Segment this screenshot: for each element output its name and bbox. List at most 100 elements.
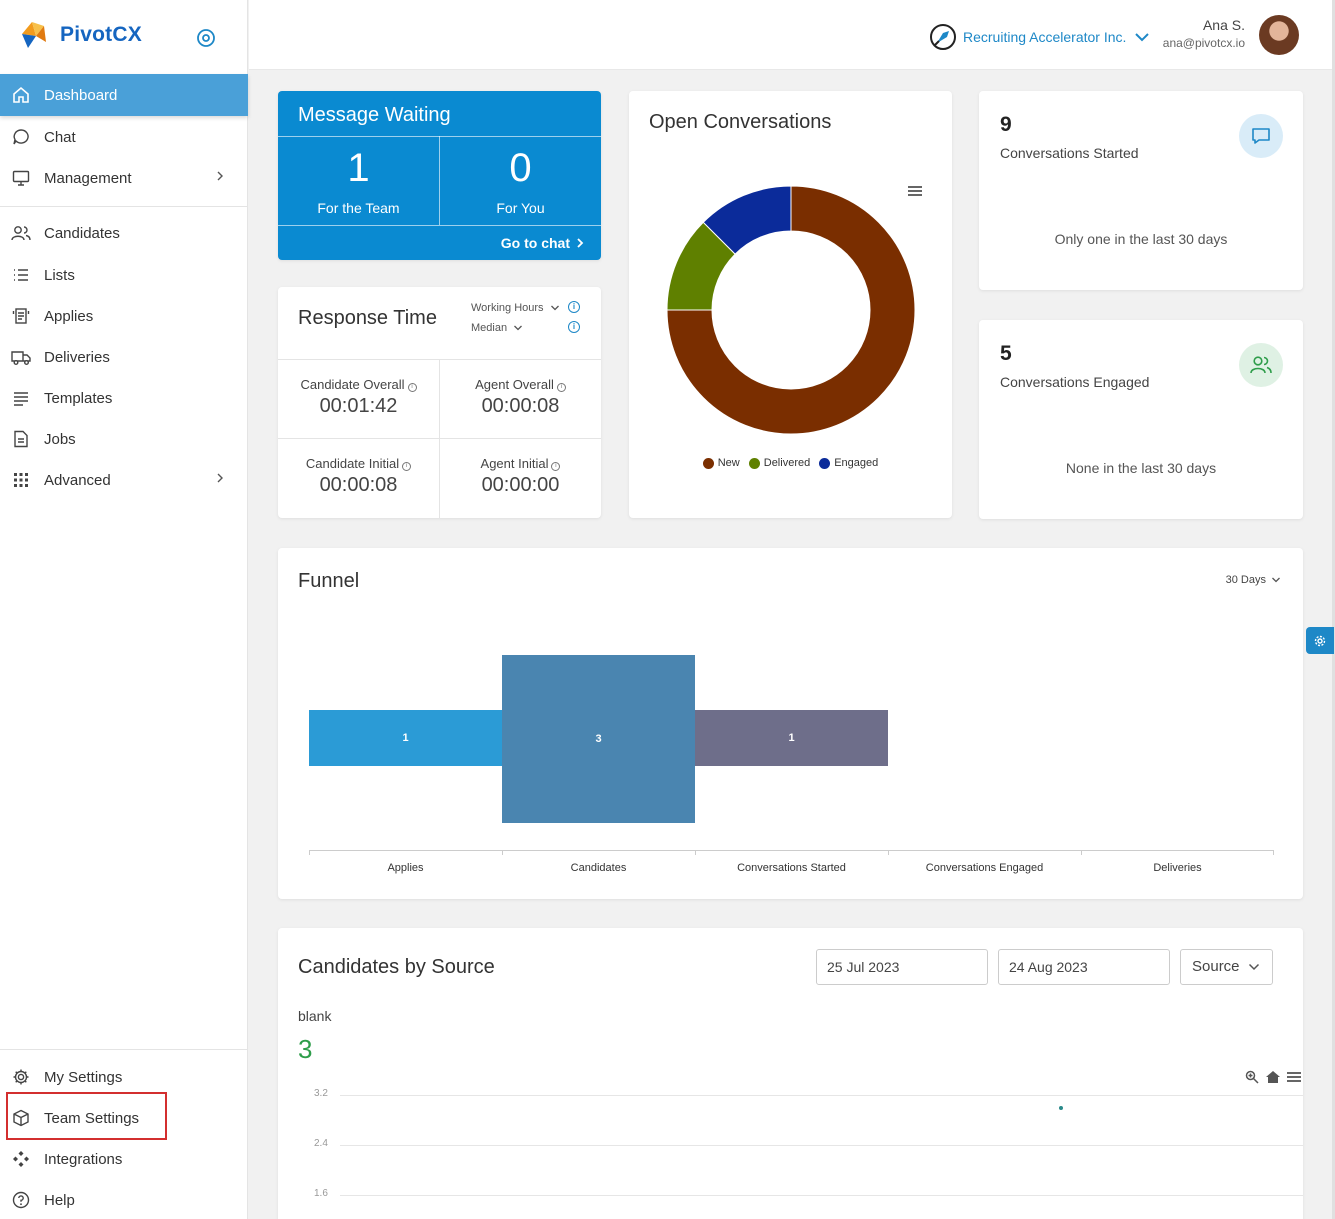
go-to-chat-link[interactable]: Go to chat [501,235,585,251]
sidebar-item-help[interactable]: Help [0,1179,248,1219]
funnel-bar[interactable]: 3 [502,655,695,823]
grid-icon [11,470,31,490]
stat-value: 5 [1000,342,1012,365]
stat-label: Agent Overall [475,377,554,392]
sidebar-item-candidates[interactable]: Candidates [0,212,248,254]
info-icon[interactable]: i [402,462,412,471]
stat-subtext: None in the last 30 days [1065,460,1217,476]
app-name: PivotCX [60,23,142,46]
divider [278,225,601,226]
sidebar-item-label: Dashboard [44,86,118,104]
sidebar-item-advanced[interactable]: Advanced [0,459,248,501]
donut-slice-engaged[interactable] [702,185,792,255]
funnel-bar-value: 1 [788,732,795,744]
date-to-input[interactable] [998,949,1170,985]
x-axis [309,850,1273,851]
scrollbar[interactable] [1332,0,1335,1219]
chat-bubble-icon [1239,114,1283,158]
legend-swatch [702,457,714,469]
working-hours-dropdown[interactable]: Working Hours [471,302,560,314]
chart-legend: New Delivered Engaged [629,457,952,469]
sidebar-item-label: Management [44,169,132,187]
divider [439,136,440,225]
sidebar-item-dashboard[interactable]: Dashboard [0,74,248,116]
period-dropdown[interactable]: 30 Days [1226,574,1281,586]
stat-label: Candidate Overall [300,377,405,392]
funnel-bar[interactable]: 1 [309,710,502,766]
stat-label: Conversations Started [1000,145,1139,161]
sidebar-item-label: Templates [44,389,113,407]
collapse-sidebar-icon[interactable] [196,28,216,48]
legend-item-new[interactable]: New [702,457,740,469]
chart-menu-icon[interactable] [908,186,922,196]
sidebar-item-management[interactable]: Management [0,157,248,199]
org-logo-icon [930,24,956,50]
info-icon[interactable]: i [551,462,561,471]
settings-tab-button[interactable] [1306,627,1334,654]
pivotcx-logo-icon [22,22,46,48]
org-switcher[interactable]: Recruiting Accelerator Inc. [929,23,1150,51]
stat-value: 9 [1000,113,1012,136]
sidebar-item-integrations[interactable]: Integrations [0,1138,248,1180]
sidebar-item-deliveries[interactable]: Deliveries [0,336,248,378]
legend-label: New [717,457,740,469]
user-name: Ana S. [1202,17,1245,33]
people-icon [11,223,31,243]
sidebar-item-my-settings[interactable]: My Settings [0,1056,248,1098]
zoom-icon[interactable] [1245,1070,1259,1084]
chart-menu-icon[interactable] [1287,1072,1301,1082]
info-icon[interactable]: i [568,321,580,333]
avatar[interactable] [1259,15,1299,55]
info-icon[interactable]: i [556,383,566,392]
legend-item-engaged[interactable]: Engaged [819,457,878,469]
x-axis-tick [1273,850,1274,855]
you-count[interactable]: 0 [509,146,532,190]
source-name: blank [298,1008,332,1024]
sidebar-item-applies[interactable]: Applies [0,295,248,337]
info-icon[interactable]: i [407,383,417,392]
conversations-started-card[interactable]: 9 Conversations Started Only one in the … [979,91,1303,290]
funnel-bar-value: 3 [595,733,602,745]
card-title: Funnel [298,570,360,592]
legend-label: Engaged [834,457,879,469]
date-from-input[interactable] [816,949,988,985]
logo[interactable]: PivotCX [18,20,142,50]
stat-value: 00:00:08 [481,395,560,417]
x-axis-label: Applies [387,862,424,874]
conversations-engaged-card[interactable]: 5 Conversations Engaged None in the last… [979,320,1303,519]
donut-chart [666,185,916,435]
sidebar-item-templates[interactable]: Templates [0,377,248,419]
open-conversations-card: Open Conversations New Delivered Engaged [629,91,952,518]
chart-toolbar [1245,1070,1301,1084]
sidebar-item-label: Integrations [44,1150,123,1168]
funnel-bar[interactable]: 1 [695,710,888,766]
legend-item-delivered[interactable]: Delivered [748,457,810,469]
team-count[interactable]: 1 [347,146,370,190]
you-label: For You [496,200,545,216]
sidebar-item-team-settings[interactable]: Team Settings [0,1097,248,1139]
sidebar-item-jobs[interactable]: Jobs [0,418,248,460]
select-value: Source [1192,958,1240,975]
group-by-select[interactable]: Source [1180,949,1273,985]
sidebar-item-lists[interactable]: Lists [0,254,248,296]
people-icon [1239,343,1283,387]
median-dropdown[interactable]: Median [471,322,523,334]
document-icon [11,429,31,449]
sidebar-item-chat[interactable]: Chat [0,116,248,158]
sidebar-item-label: My Settings [44,1068,123,1086]
chevron-right-icon [577,238,584,248]
x-axis-tick [695,850,696,855]
home-reset-icon[interactable] [1265,1070,1281,1084]
donut-slice-new[interactable] [666,185,916,435]
source-total: 3 [298,1034,313,1064]
sidebar-item-label: Advanced [44,471,111,489]
sidebar-item-label: Lists [44,266,75,284]
scatter-point[interactable] [1059,1105,1063,1110]
chevron-down-icon [550,305,559,311]
x-axis-tick [309,850,310,855]
monitor-icon [11,168,31,188]
dropdown-value: Working Hours [471,302,544,314]
user-info[interactable]: Ana S. ana@pivotcx.io [1163,17,1245,50]
highlight-box [6,1092,167,1140]
info-icon[interactable]: i [568,301,580,313]
